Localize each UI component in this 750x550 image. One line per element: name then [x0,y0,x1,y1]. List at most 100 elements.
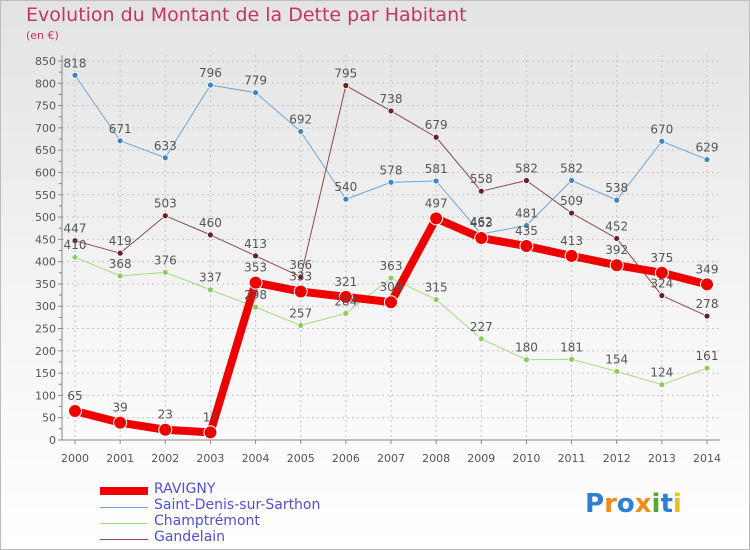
y-tick-label: 450 [35,233,56,246]
legend-swatch-champtremont [100,523,148,524]
y-tick-label: 200 [35,345,56,358]
data-label-gandelain: 324 [650,277,673,291]
data-label-gandelain: 366 [289,258,312,272]
data-label-champtr-mont: 284 [334,294,357,308]
data-label-ravigny: 23 [158,408,173,422]
data-point-saint-denis-sur-sarthon [207,81,214,89]
y-tick-label: 150 [35,367,56,380]
data-label-gandelain: 419 [109,234,132,248]
data-label-ravigny: 65 [67,389,82,403]
data-label-ravigny: 333 [289,270,312,284]
data-label-champtr-mont: 154 [605,352,628,366]
grid-layer [62,55,720,440]
data-label-saint-denis-sur-sarthon: 670 [650,122,673,136]
data-point-ravigny [203,425,218,440]
y-tick-label: 800 [35,77,56,90]
data-label-ravigny: 375 [650,251,673,265]
data-label-ravigny: 497 [425,196,448,210]
x-tick-label: 2012 [603,452,631,465]
legend-item-ravigny: RAVIGNY [100,481,360,498]
data-point-champtr-mont [477,335,485,343]
y-tick-label: 0 [49,434,56,447]
x-tick-label: 2005 [287,452,315,465]
data-point-gandelain [523,177,530,184]
data-point-champtr-mont [387,274,395,282]
legend-label: Champtrémont [154,513,260,529]
data-label-saint-denis-sur-sarthon: 538 [605,181,628,195]
y-tick-label: 400 [35,256,56,269]
data-point-ravigny [609,258,624,273]
data-point-ravigny [474,231,489,246]
y-tick-label: 650 [35,144,56,157]
chart-subtitle: (en €) [26,29,59,42]
x-tick-label: 2003 [196,452,224,465]
legend-swatch-gandelain [100,539,148,540]
data-point-champtr-mont [71,253,79,261]
data-point-ravigny [293,284,308,299]
data-point-champtr-mont [207,286,214,294]
x-tick-label: 2011 [558,452,586,465]
data-label-saint-denis-sur-sarthon: 633 [154,139,177,153]
data-label-champtr-mont: 161 [696,349,719,363]
y-tick-label: 700 [35,122,56,135]
data-point-champtr-mont [613,367,621,375]
data-point-saint-denis-sur-sarthon [387,178,395,186]
data-point-gandelain [207,231,214,239]
data-label-saint-denis-sur-sarthon: 481 [515,207,538,221]
data-label-gandelain: 558 [470,172,493,186]
data-label-saint-denis-sur-sarthon: 540 [334,180,357,194]
legend-item-saint-denis-sur-sarthon: Saint-Denis-sur-Sarthon [100,497,360,514]
data-point-ravigny [564,248,579,263]
data-point-gandelain [161,212,169,220]
logo-letter: i [651,489,661,519]
data-label-ravigny: 435 [515,224,538,238]
data-label-saint-denis-sur-sarthon: 582 [560,161,583,175]
data-point-ravigny [158,422,173,437]
x-tick-label: 2004 [242,452,270,465]
data-point-saint-denis-sur-sarthon [523,222,530,229]
y-tick-label: 350 [35,278,56,291]
data-label-champtr-mont: 181 [560,340,583,354]
data-label-gandelain: 795 [334,67,357,81]
data-label-champtr-mont: 227 [470,320,493,334]
data-point-ravigny [248,275,263,290]
data-point-saint-denis-sur-sarthon [116,137,124,145]
y-tick-label: 850 [35,55,56,68]
data-label-gandelain: 738 [380,92,403,106]
data-point-saint-denis-sur-sarthon [297,128,305,135]
y-tick-label: 750 [35,100,56,113]
data-label-gandelain: 460 [199,216,222,230]
data-point-champtr-mont [297,322,305,329]
logo-letter: t [660,489,673,519]
data-point-saint-denis-sur-sarthon [432,177,440,185]
y-tick-label: 50 [42,412,56,425]
x-tick-label: 2010 [512,452,540,465]
data-point-saint-denis-sur-sarthon [703,156,711,163]
data-point-champtr-mont [342,309,350,317]
data-point-champtr-mont [523,356,530,364]
data-point-gandelain [297,273,305,281]
data-label-champtr-mont: 410 [64,238,87,252]
data-label-champtr-mont: 315 [425,281,448,295]
y-tick-label: 500 [35,211,56,224]
x-tick-label: 2014 [693,452,721,465]
x-tick-label: 2013 [648,452,676,465]
data-label-champtr-mont: 257 [289,306,312,320]
data-point-saint-denis-sur-sarthon [613,196,621,204]
data-point-gandelain [116,249,124,257]
data-label-saint-denis-sur-sarthon: 629 [696,141,719,155]
data-point-champtr-mont [252,303,259,311]
y-tick-label: 550 [35,189,56,202]
data-label-gandelain: 452 [605,219,628,233]
x-tick-label: 2006 [332,452,360,465]
data-point-champtr-mont [116,272,124,280]
data-point-champtr-mont [568,355,575,363]
logo-letter: r [604,489,617,519]
data-label-ravigny: 453 [470,216,493,230]
data-label-gandelain: 503 [154,197,177,211]
data-label-champtr-mont: 124 [650,366,673,380]
data-point-saint-denis-sur-sarthon [71,71,79,79]
data-label-ravigny: 17 [203,410,218,424]
